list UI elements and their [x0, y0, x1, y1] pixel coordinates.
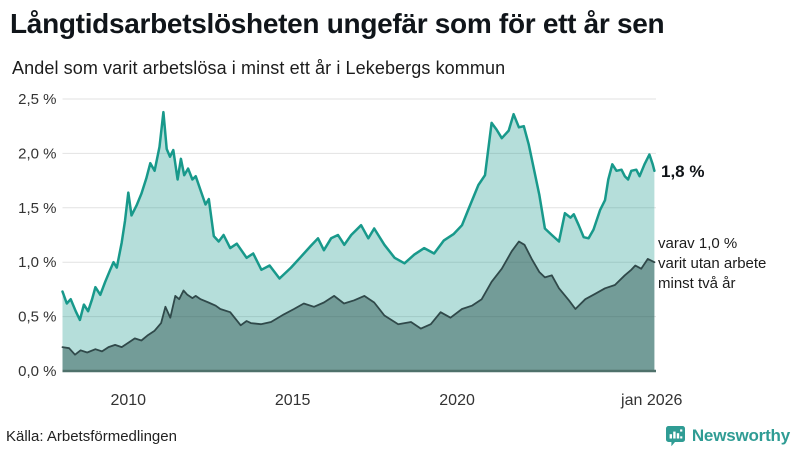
- y-tick-label: 0,0 %: [18, 363, 56, 380]
- chart-subtitle: Andel som varit arbetslösa i minst ett å…: [12, 58, 506, 78]
- source-caption: Källa: Arbetsförmedlingen: [6, 428, 177, 445]
- annotation-two-year: varav 1,0 % varit utan arbete minst två …: [658, 235, 767, 292]
- x-tick-label: 2020: [439, 392, 475, 409]
- series-line-total: [61, 110, 656, 322]
- y-tick-label: 1,0 %: [18, 254, 56, 271]
- series-area-total: [62, 112, 655, 371]
- series-line-two-year: [61, 240, 656, 356]
- newsworthy-icon: [665, 425, 685, 446]
- x-tick-label: jan 2026: [620, 392, 682, 409]
- series-area-two-year: [62, 241, 655, 371]
- y-tick-label: 0,5 %: [18, 309, 56, 326]
- y-tick-label: 1,5 %: [18, 200, 56, 217]
- brand-name: Newsworthy: [691, 426, 790, 445]
- annotation-latest-total: 1,8 %: [661, 162, 705, 181]
- y-tick-label: 2,5 %: [18, 91, 56, 108]
- x-tick-label: 2010: [110, 392, 146, 409]
- x-tick-label: 2015: [275, 392, 311, 409]
- brand-logo: Newsworthy: [665, 424, 790, 448]
- page-title: Långtidsarbetslösheten ungefär som för e…: [10, 8, 665, 39]
- y-tick-label: 2,0 %: [18, 145, 56, 162]
